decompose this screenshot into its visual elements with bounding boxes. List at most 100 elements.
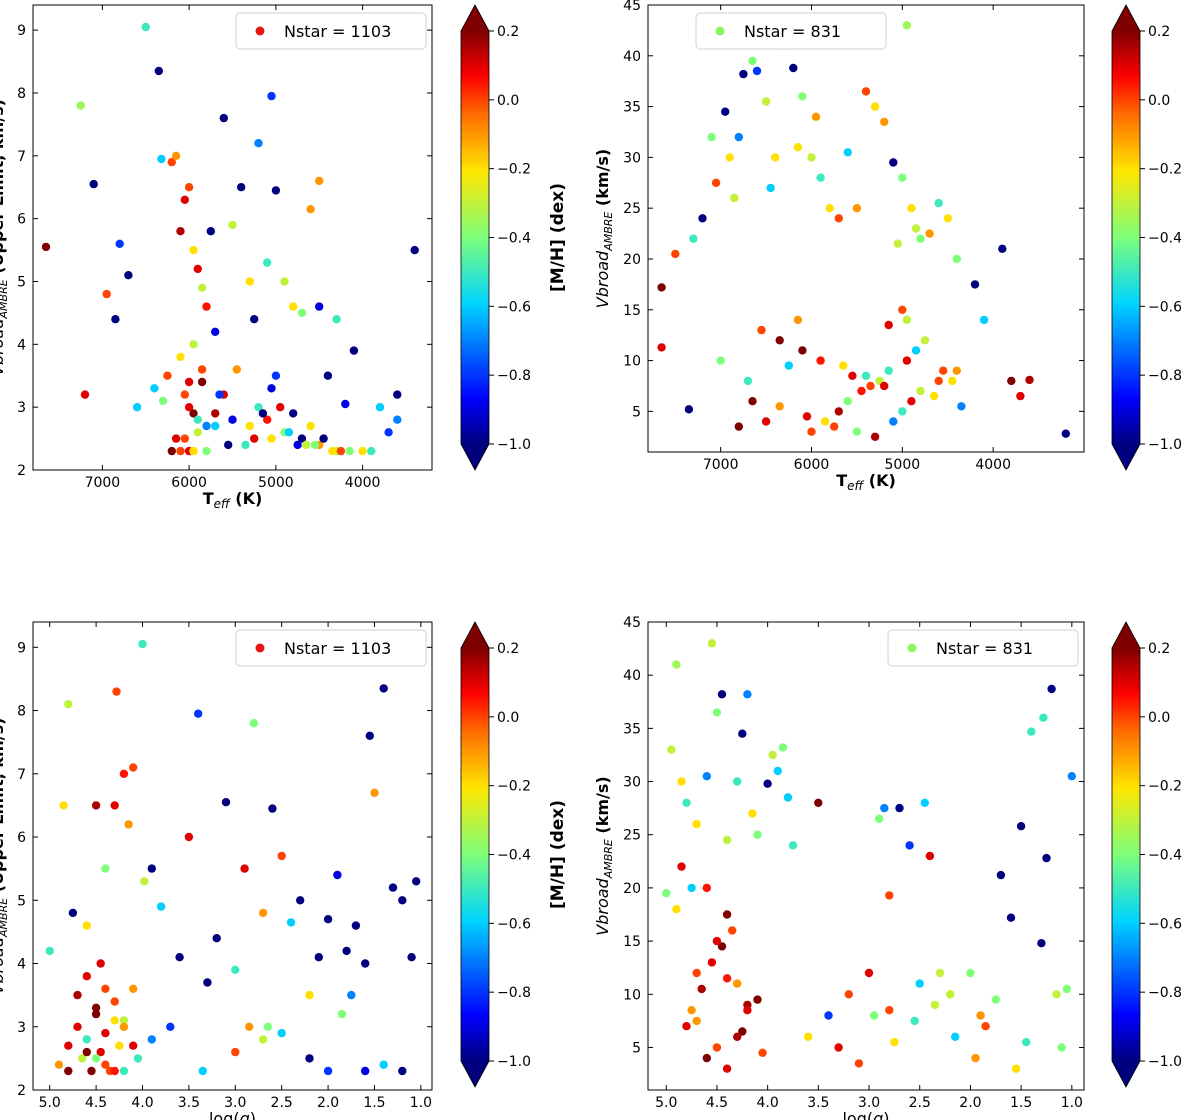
scatter-point <box>110 1066 119 1076</box>
x-tick-label: 4.5 <box>706 1095 728 1111</box>
scatter-point <box>305 1054 314 1063</box>
scatter-point <box>212 934 221 943</box>
scatter-point <box>249 719 258 728</box>
scatter-point <box>667 745 676 754</box>
y-tick-label: 9 <box>17 640 26 656</box>
scatter-point <box>793 143 803 152</box>
scatter-point <box>91 1009 101 1019</box>
scatter-point <box>189 340 198 349</box>
scatter-point <box>768 750 777 760</box>
scatter-point <box>697 984 706 994</box>
scatter-point <box>268 804 277 813</box>
scatter-point <box>682 1021 691 1031</box>
colorbar-tick-label: −0.2 <box>497 162 531 178</box>
scatter-point <box>147 864 156 873</box>
scatter-point <box>306 421 315 431</box>
scatter-point <box>911 224 921 233</box>
scatter-point <box>739 69 748 79</box>
y-tick-label: 40 <box>623 49 641 65</box>
scatter-point <box>1062 984 1072 994</box>
scatter-point <box>789 63 798 73</box>
scatter-point <box>80 390 90 399</box>
scatter-point <box>82 972 92 981</box>
scatter-point <box>101 984 110 993</box>
scatter-point <box>885 1006 894 1015</box>
y-tick-label: 30 <box>623 150 641 166</box>
scatter-point <box>302 440 311 450</box>
colorbar: 0.20.0−0.2−0.4−0.6−0.8−1.0[M/H] (dex) <box>1111 4 1200 471</box>
scatter-point <box>78 1054 87 1063</box>
scatter-point <box>241 440 250 450</box>
scatter-point <box>734 422 743 431</box>
scatter-point <box>41 242 51 252</box>
scatter-point <box>730 193 739 203</box>
scatter-point <box>276 403 285 412</box>
colorbar-tick-label: −0.6 <box>497 299 531 315</box>
scatter-point <box>323 1066 333 1076</box>
scatter-point <box>96 959 105 968</box>
scatter-point <box>692 968 701 978</box>
colorbar-tick-label: −0.8 <box>1148 985 1182 1001</box>
scatter-point <box>834 1043 843 1052</box>
scatter-point <box>1047 684 1056 694</box>
y-tick-label: 30 <box>623 775 641 791</box>
scatter-point <box>684 405 694 414</box>
scatter-point <box>920 336 930 345</box>
scatter-point <box>979 315 989 325</box>
scatter-point <box>870 432 880 441</box>
scatter-point <box>884 366 893 375</box>
scatter-point <box>129 984 138 993</box>
scatter-point <box>905 841 914 850</box>
scatter-point <box>64 1066 73 1076</box>
scatter-point <box>1067 772 1077 781</box>
scatter-point <box>245 1022 254 1031</box>
y-tick-label: 35 <box>623 100 641 116</box>
plot-frame <box>647 621 1085 1091</box>
scatter-point <box>129 1041 138 1050</box>
scatter-point <box>738 729 747 738</box>
scatter-point <box>194 709 203 718</box>
y-tick-label: 5 <box>632 404 641 420</box>
plot-frame <box>32 4 433 471</box>
scatter-point <box>702 772 711 781</box>
x-axis-label: log(g) <box>209 1109 256 1120</box>
scatter-point <box>375 403 385 412</box>
colorbar-tick-label: −0.6 <box>1148 299 1182 315</box>
scatter-point <box>310 440 320 450</box>
scatter-point <box>957 402 966 411</box>
x-tick-label: 4.5 <box>85 1095 107 1111</box>
scatter-point <box>682 798 691 807</box>
y-tick-label: 35 <box>623 721 641 737</box>
colorbar-tick-label: −0.8 <box>497 985 531 1001</box>
scatter-point <box>45 946 54 956</box>
scatter-point <box>211 421 220 431</box>
scatter-point <box>733 1032 742 1042</box>
scatter-point <box>267 434 276 443</box>
x-tick-label: 6000 <box>794 457 830 473</box>
scatter-point <box>323 915 333 924</box>
scatter-point <box>314 953 323 962</box>
scatter-point <box>738 1027 747 1036</box>
panel-c: 5.0 4.5 4.0 3.5 3.0 2.5 2.0 1.5 1.0 2 3 4 5 6 7 8 9 log(g… <box>0 621 568 1120</box>
scatter-point <box>870 102 880 111</box>
colorbar-extend-bottom <box>1112 444 1140 470</box>
scatter-point <box>852 204 862 213</box>
scatter-point <box>328 446 337 456</box>
scatter-point <box>254 139 263 148</box>
scatter-point <box>197 365 207 374</box>
scatter-point <box>722 910 732 919</box>
scatter-point <box>184 183 194 192</box>
scatter-point <box>101 864 110 873</box>
y-tick-label: 8 <box>17 86 26 102</box>
x-tick-label: 4.0 <box>131 1095 153 1111</box>
scatter-point <box>728 926 737 935</box>
plot-frame <box>32 621 433 1091</box>
scatter-point <box>361 959 370 968</box>
scatter-point <box>925 851 935 861</box>
scatter-point <box>811 112 821 122</box>
scatter-point <box>271 371 281 380</box>
scatter-point <box>263 258 272 267</box>
scatter-point <box>852 427 862 436</box>
scatter-point <box>857 386 866 396</box>
scatter-point <box>342 946 351 956</box>
